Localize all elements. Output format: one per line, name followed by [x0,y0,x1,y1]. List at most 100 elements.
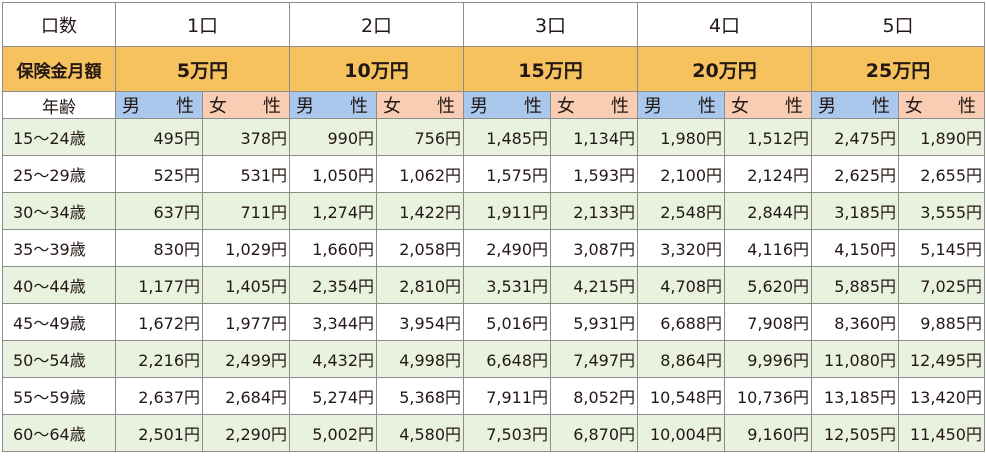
male-premium-cell: 6,688円 [637,303,725,341]
female-premium-cell: 1,977円 [202,303,290,341]
female-premium-cell: 1,029円 [202,229,290,267]
female-premium-cell: 2,684円 [202,377,290,415]
unit-header-5: 5口 [811,2,985,47]
table-row: 30〜34歳 637円 711円 1,274円 1,422円 1,911円 2,133円 2,… [2,192,985,230]
female-premium-cell: 5,145円 [898,229,985,267]
male-premium-cell: 2,625円 [811,155,899,193]
table-row: 55〜59歳 2,637円 2,684円 5,274円 5,368円 7,911円 8,05… [2,377,985,415]
male-premium-cell: 7,503円 [463,414,551,452]
male-premium-cell: 2,548円 [637,192,725,230]
female-premium-cell: 1,512円 [724,118,812,156]
sex-label: 男性 [813,93,898,118]
female-premium-cell: 756円 [376,118,464,156]
table-row: 35〜39歳 830円 1,029円 1,660円 2,058円 2,490円 3,087円… [2,229,985,267]
female-premium-cell: 11,450円 [898,414,985,452]
amount-label: 保険金月額 [2,46,116,92]
male-premium-cell: 12,505円 [811,414,899,452]
sex-char: 性 [350,96,368,117]
male-premium-cell: 1,672円 [115,303,203,341]
male-premium-cell: 2,216円 [115,340,203,378]
male-premium-cell: 5,274円 [289,377,377,415]
male-premium-cell: 6,648円 [463,340,551,378]
sex-char: 性 [958,96,976,117]
age-cell: 40〜44歳 [2,266,116,304]
male-premium-cell: 1,177円 [115,266,203,304]
male-premium-cell: 1,050円 [289,155,377,193]
female-header: 女性 [202,91,290,119]
sex-char: 性 [263,96,281,117]
sex-char: 性 [872,96,890,117]
female-premium-cell: 4,116円 [724,229,812,267]
male-premium-cell: 5,016円 [463,303,551,341]
female-premium-cell: 1,062円 [376,155,464,193]
female-premium-cell: 10,736円 [724,377,812,415]
male-premium-cell: 10,004円 [637,414,725,452]
age-cell: 30〜34歳 [2,192,116,230]
male-premium-cell: 2,100円 [637,155,725,193]
sex-char: 性 [785,96,803,117]
male-premium-cell: 2,354円 [289,266,377,304]
male-premium-cell: 7,911円 [463,377,551,415]
sex-label: 女性 [204,93,289,118]
amount-5: 25万円 [811,46,985,92]
amount-2: 10万円 [289,46,464,92]
male-premium-cell: 13,185円 [811,377,899,415]
premium-table: 口数 1口 2口 3口 4口 5口 保険金月額 5万円 10万円 15万円 20… [2,2,985,452]
female-premium-cell: 7,497円 [550,340,638,378]
male-premium-cell: 8,360円 [811,303,899,341]
male-premium-cell: 2,475円 [811,118,899,156]
sex-label: 女性 [552,93,637,118]
table-body: 15〜24歳 495円 378円 990円 756円 1,485円 1,134円 1,980円… [2,118,985,452]
female-premium-cell: 4,215円 [550,266,638,304]
age-cell: 15〜24歳 [2,118,116,156]
male-header: 男性 [637,91,725,119]
female-premium-cell: 711円 [202,192,290,230]
unit-header-1: 1口 [115,2,290,47]
male-premium-cell: 1,660円 [289,229,377,267]
sex-label: 女性 [726,93,811,118]
table-row: 40〜44歳 1,177円 1,405円 2,354円 2,810円 3,531円 4,21… [2,266,985,304]
female-premium-cell: 1,422円 [376,192,464,230]
female-premium-cell: 4,580円 [376,414,464,452]
age-cell: 35〜39歳 [2,229,116,267]
female-premium-cell: 1,405円 [202,266,290,304]
male-premium-cell: 3,320円 [637,229,725,267]
amount-4: 20万円 [637,46,812,92]
age-label: 年齢 [2,91,116,119]
table-row: 50〜54歳 2,216円 2,499円 4,432円 4,998円 6,648円 7,49… [2,340,985,378]
male-premium-cell: 1,911円 [463,192,551,230]
male-premium-cell: 2,637円 [115,377,203,415]
unit-header-3: 3口 [463,2,638,47]
sex-char: 性 [437,96,455,117]
sex-char: 女 [557,96,575,117]
male-premium-cell: 5,002円 [289,414,377,452]
male-premium-cell: 2,490円 [463,229,551,267]
male-premium-cell: 3,531円 [463,266,551,304]
male-premium-cell: 990円 [289,118,377,156]
male-premium-cell: 2,501円 [115,414,203,452]
sex-char: 性 [698,96,716,117]
amount-3: 15万円 [463,46,638,92]
female-premium-cell: 1,593円 [550,155,638,193]
female-premium-cell: 2,290円 [202,414,290,452]
male-premium-cell: 8,864円 [637,340,725,378]
male-header: 男性 [463,91,551,119]
female-premium-cell: 7,025円 [898,266,985,304]
amount-1: 5万円 [115,46,290,92]
units-label: 口数 [2,2,116,47]
female-premium-cell: 8,052円 [550,377,638,415]
female-premium-cell: 5,931円 [550,303,638,341]
amount-row: 保険金月額 5万円 10万円 15万円 20万円 25万円 [2,46,985,92]
sex-label: 男性 [639,93,724,118]
male-premium-cell: 1,274円 [289,192,377,230]
age-cell: 50〜54歳 [2,340,116,378]
sex-label: 男性 [117,93,202,118]
sex-char: 女 [905,96,923,117]
unit-header-2: 2口 [289,2,464,47]
male-premium-cell: 11,080円 [811,340,899,378]
male-premium-cell: 3,185円 [811,192,899,230]
female-premium-cell: 2,058円 [376,229,464,267]
age-cell: 25〜29歳 [2,155,116,193]
female-premium-cell: 9,996円 [724,340,812,378]
female-premium-cell: 3,087円 [550,229,638,267]
